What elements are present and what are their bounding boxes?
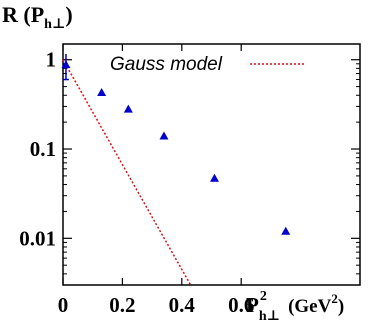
plot-frame bbox=[62, 43, 361, 286]
y-tick-label-0: 1 bbox=[46, 48, 57, 72]
model-line bbox=[62, 59, 192, 286]
legend: Gauss model bbox=[110, 54, 305, 75]
data-point-3 bbox=[159, 131, 169, 140]
x-tick-label-0: 0 bbox=[58, 293, 69, 317]
y-axis-label: R (Ph⊥) bbox=[2, 2, 73, 32]
data-point-0 bbox=[61, 60, 71, 69]
data-point-2 bbox=[123, 104, 133, 113]
legend-label: Gauss model bbox=[110, 54, 223, 75]
data-point-1 bbox=[97, 87, 107, 96]
x-axis-label: P2 h⊥ (GeV2) bbox=[246, 289, 344, 324]
x-tick-label-1: 0.2 bbox=[109, 293, 135, 317]
x-tick-label-2: 0.4 bbox=[169, 293, 196, 317]
y-tick-label-1: 0.1 bbox=[30, 137, 56, 161]
y-tick-label-2: 0.01 bbox=[19, 226, 56, 250]
data-point-4 bbox=[209, 173, 219, 182]
x-tick-label-3: 0.6 bbox=[228, 293, 254, 317]
data-point-5 bbox=[281, 226, 291, 235]
